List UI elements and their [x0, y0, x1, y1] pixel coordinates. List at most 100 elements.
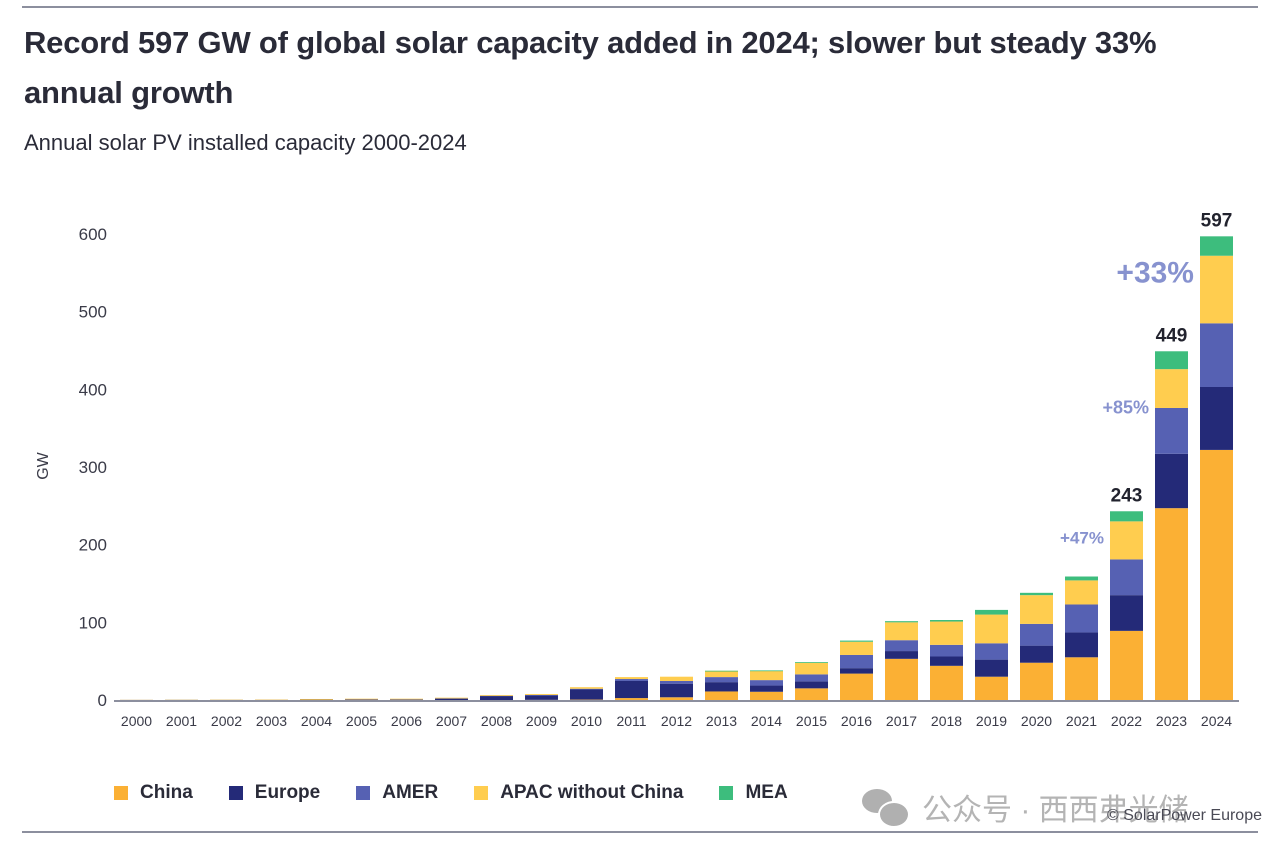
- bar-segment-china-2012: [660, 697, 693, 700]
- bar-segment-mea-2024: [1200, 236, 1233, 256]
- x-tick-label: 2023: [1156, 713, 1187, 729]
- bar-segment-europe-2021: [1065, 632, 1098, 658]
- bar-segment-china-2014: [750, 691, 783, 700]
- legend-swatch: [356, 786, 371, 800]
- bar-segment-europe-2013: [705, 682, 738, 692]
- bars-group: [120, 236, 1233, 701]
- growth-annotation-2023: +85%: [1102, 397, 1149, 417]
- bar-segment-china-2018: [930, 665, 963, 700]
- bar-segment-china-2020: [1020, 662, 1053, 700]
- y-tick-label: 300: [79, 458, 107, 477]
- y-tick-label: 500: [79, 303, 107, 322]
- bar-segment-amer-2012: [660, 680, 693, 684]
- bar-segment-apac-without-china-2007: [435, 697, 468, 699]
- bar-segment-europe-2018: [930, 656, 963, 666]
- total-label-2024: 597: [1201, 210, 1233, 231]
- bar-segment-europe-2015: [795, 681, 828, 689]
- bar-segment-mea-2022: [1110, 511, 1143, 522]
- total-label-2022: 243: [1111, 485, 1143, 506]
- x-tick-label: 2017: [886, 713, 917, 729]
- bar-segment-china-2011: [615, 698, 648, 700]
- bar-segment-europe-2019: [975, 659, 1008, 677]
- bar-segment-europe-2012: [660, 683, 693, 698]
- x-tick-label: 2005: [346, 713, 377, 729]
- x-axis: 2000 2001 2002 2003 2004 2005 2006 2007 2008 2009…: [121, 713, 1232, 729]
- x-tick-label: 2024: [1201, 713, 1232, 729]
- bar-segment-europe-2017: [885, 651, 918, 659]
- bar-segment-apac-without-china-2020: [1020, 595, 1053, 624]
- legend-item-apac-without-china: APAC without China: [474, 782, 683, 804]
- legend-label: China: [140, 782, 193, 803]
- bar-segment-mea-2018: [930, 620, 963, 622]
- bar-segment-mea-2016: [840, 640, 873, 642]
- bar-segment-china-2023: [1155, 508, 1188, 700]
- x-tick-label: 2003: [256, 713, 287, 729]
- chart-title: Record 597 GW of global solar capacity a…: [24, 25, 1157, 110]
- watermark-text: 公众号 · 西西弗光储: [922, 794, 1189, 827]
- bar-segment-apac-without-china-2012: [660, 676, 693, 681]
- bar-segment-europe-2024: [1200, 387, 1233, 450]
- x-tick-label: 2013: [706, 713, 737, 729]
- bar-segment-apac-without-china-2013: [705, 670, 738, 678]
- bar-segment-apac-without-china-2022: [1110, 521, 1143, 560]
- y-tick-label: 200: [79, 536, 107, 555]
- bar-segment-amer-2015: [795, 674, 828, 682]
- bar-segment-apac-without-china-2005: [345, 698, 378, 700]
- x-tick-label: 2021: [1066, 713, 1097, 729]
- bar-segment-china-2021: [1065, 657, 1098, 700]
- bar-segment-apac-without-china-2019: [975, 614, 1008, 644]
- bar-segment-apac-without-china-2011: [615, 677, 648, 680]
- y-tick-label: 100: [79, 613, 107, 632]
- legend-item-amer: AMER: [356, 782, 438, 804]
- bar-segment-europe-2022: [1110, 595, 1143, 631]
- legend-label: APAC without China: [500, 782, 684, 803]
- bar-segment-apac-without-china-2004: [300, 698, 333, 700]
- bar-segment-amer-2020: [1020, 623, 1053, 646]
- bar-segment-amer-2019: [975, 643, 1008, 660]
- x-tick-label: 2011: [616, 713, 646, 729]
- legend-item-europe: Europe: [228, 782, 320, 804]
- bar-segment-apac-without-china-2016: [840, 641, 873, 655]
- x-tick-label: 2022: [1111, 713, 1142, 729]
- bar-segment-mea-2019: [975, 609, 1008, 615]
- wechat-icon: [862, 787, 910, 828]
- bar-segment-mea-2021: [1065, 576, 1098, 581]
- x-tick-label: 2002: [211, 713, 242, 729]
- bar-segment-amer-2009: [525, 694, 558, 696]
- x-tick-label: 2004: [301, 713, 332, 729]
- bar-segment-europe-2007: [435, 698, 468, 700]
- x-tick-label: 2000: [121, 713, 152, 729]
- bar-segment-amer-2021: [1065, 604, 1098, 633]
- bar-segment-china-2015: [795, 688, 828, 700]
- x-tick-label: 2014: [751, 713, 782, 729]
- bar-segment-apac-without-china-2018: [930, 621, 963, 645]
- x-tick-label: 2019: [976, 713, 1007, 729]
- bar-segment-mea-2020: [1020, 592, 1053, 596]
- top-divider: [22, 6, 1258, 8]
- growth-annotation-2024: +33%: [1116, 256, 1194, 289]
- bar-segment-china-2016: [840, 673, 873, 700]
- legend-label: AMER: [382, 782, 439, 803]
- y-axis: 0 100 200 300 400 500 600: [79, 225, 107, 710]
- x-tick-label: 2008: [481, 713, 512, 729]
- legend-swatch: [114, 786, 128, 800]
- y-axis-label: GW: [35, 451, 52, 479]
- bar-segment-europe-2008: [480, 695, 513, 700]
- bar-segment-apac-without-china-2014: [750, 670, 783, 681]
- bar-segment-amer-2023: [1155, 407, 1188, 454]
- x-tick-label: 2018: [931, 713, 962, 729]
- bar-segment-amer-2017: [885, 640, 918, 652]
- bar-segment-europe-2010: [570, 689, 603, 700]
- y-tick-label: 0: [98, 691, 107, 710]
- watermark: 公众号 · 西西弗光储: [862, 785, 1189, 829]
- bar-segment-china-2013: [705, 691, 738, 700]
- bar-segment-apac-without-china-2009: [525, 694, 558, 695]
- bar-segment-amer-2013: [705, 677, 738, 683]
- data-labels: 243 449 597 +47% +85% +33%: [1060, 210, 1232, 547]
- bar-segment-apac-without-china-2017: [885, 622, 918, 641]
- x-tick-label: 2016: [841, 713, 872, 729]
- bar-segment-mea-2015: [795, 662, 828, 663]
- bar-segment-mea-2013: [705, 670, 738, 672]
- legend-swatch: [228, 786, 243, 800]
- bar-segment-amer-2024: [1200, 323, 1233, 388]
